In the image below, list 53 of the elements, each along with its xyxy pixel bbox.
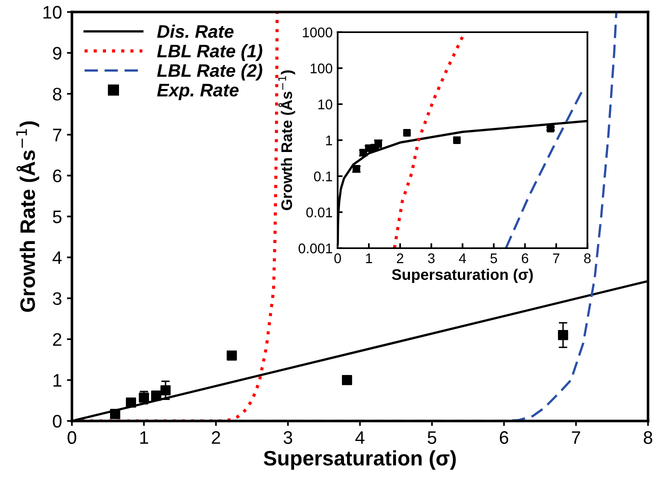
x-tick-label: 1 [366, 254, 372, 264]
y-tick-label: 1 [54, 374, 62, 387]
y-tick-label: 2 [53, 333, 62, 346]
x-tick-label: 8 [644, 431, 652, 444]
y-tick-label: 0.001 [298, 243, 332, 254]
x-tick-label: 4 [458, 254, 466, 264]
y-tick-label: 0.1 [314, 171, 332, 182]
x-tick-label: 2 [212, 431, 220, 444]
x-tick-label: 0 [68, 431, 76, 444]
x-tick-label: 1 [140, 431, 148, 444]
x-tick-label: 5 [490, 254, 498, 264]
x-tick-label: 7 [553, 254, 560, 264]
point [558, 330, 568, 340]
point [160, 385, 171, 396]
y-tick-label: 5 [52, 210, 62, 224]
x-tick-label: 3 [284, 431, 292, 444]
x-tick-label: 5 [428, 431, 436, 444]
x-axis-title: Supersaturation (σ) [264, 450, 456, 470]
x-tick-label: 2 [396, 253, 404, 264]
y-tick-label: 3 [52, 292, 62, 305]
legend-label: LBL Rate (1) [157, 44, 262, 62]
point [126, 397, 136, 408]
y-tick-label: 9 [53, 46, 62, 60]
point [342, 374, 352, 386]
x-tick-label: 6 [500, 431, 508, 444]
point [226, 350, 237, 361]
point [359, 148, 368, 156]
x-tick-label: 8 [584, 253, 591, 264]
y-tick-label: 0.01 [306, 207, 332, 218]
y-tick-label: 7 [53, 128, 62, 142]
y-axis-title: Growth Rate (Ås$^{−1}$) [16, 121, 40, 312]
x-axis-title: Supersaturation (σ) [392, 268, 533, 283]
point [110, 408, 120, 420]
legend-label: Exp. Rate [157, 84, 239, 100]
y-tick-label: 6 [53, 170, 62, 182]
x-tick-label: 7 [572, 431, 580, 444]
x-tick-label: 6 [522, 253, 528, 264]
point [403, 129, 411, 137]
y-tick-label: 1 [326, 136, 332, 146]
x-tick-label: 0 [334, 253, 341, 264]
y-tick-label: 100 [310, 63, 332, 74]
y-tick-label: 10 [44, 6, 62, 19]
y-tick-label: 8 [52, 88, 62, 101]
point [151, 390, 162, 401]
y-tick-label: 10 [318, 99, 332, 110]
point [453, 136, 461, 144]
y-tick-label: 1000 [302, 27, 332, 38]
y-tick-label: 0 [52, 414, 62, 428]
x-tick-label: 4 [355, 431, 364, 444]
legend-label: LBL Rate (2) [157, 64, 262, 81]
y-axis-title: Growth Rate (Ås$^{−1}$) [278, 70, 296, 210]
x-tick-label: 3 [428, 253, 435, 264]
legend-label: Dis. Rate [157, 24, 234, 38]
